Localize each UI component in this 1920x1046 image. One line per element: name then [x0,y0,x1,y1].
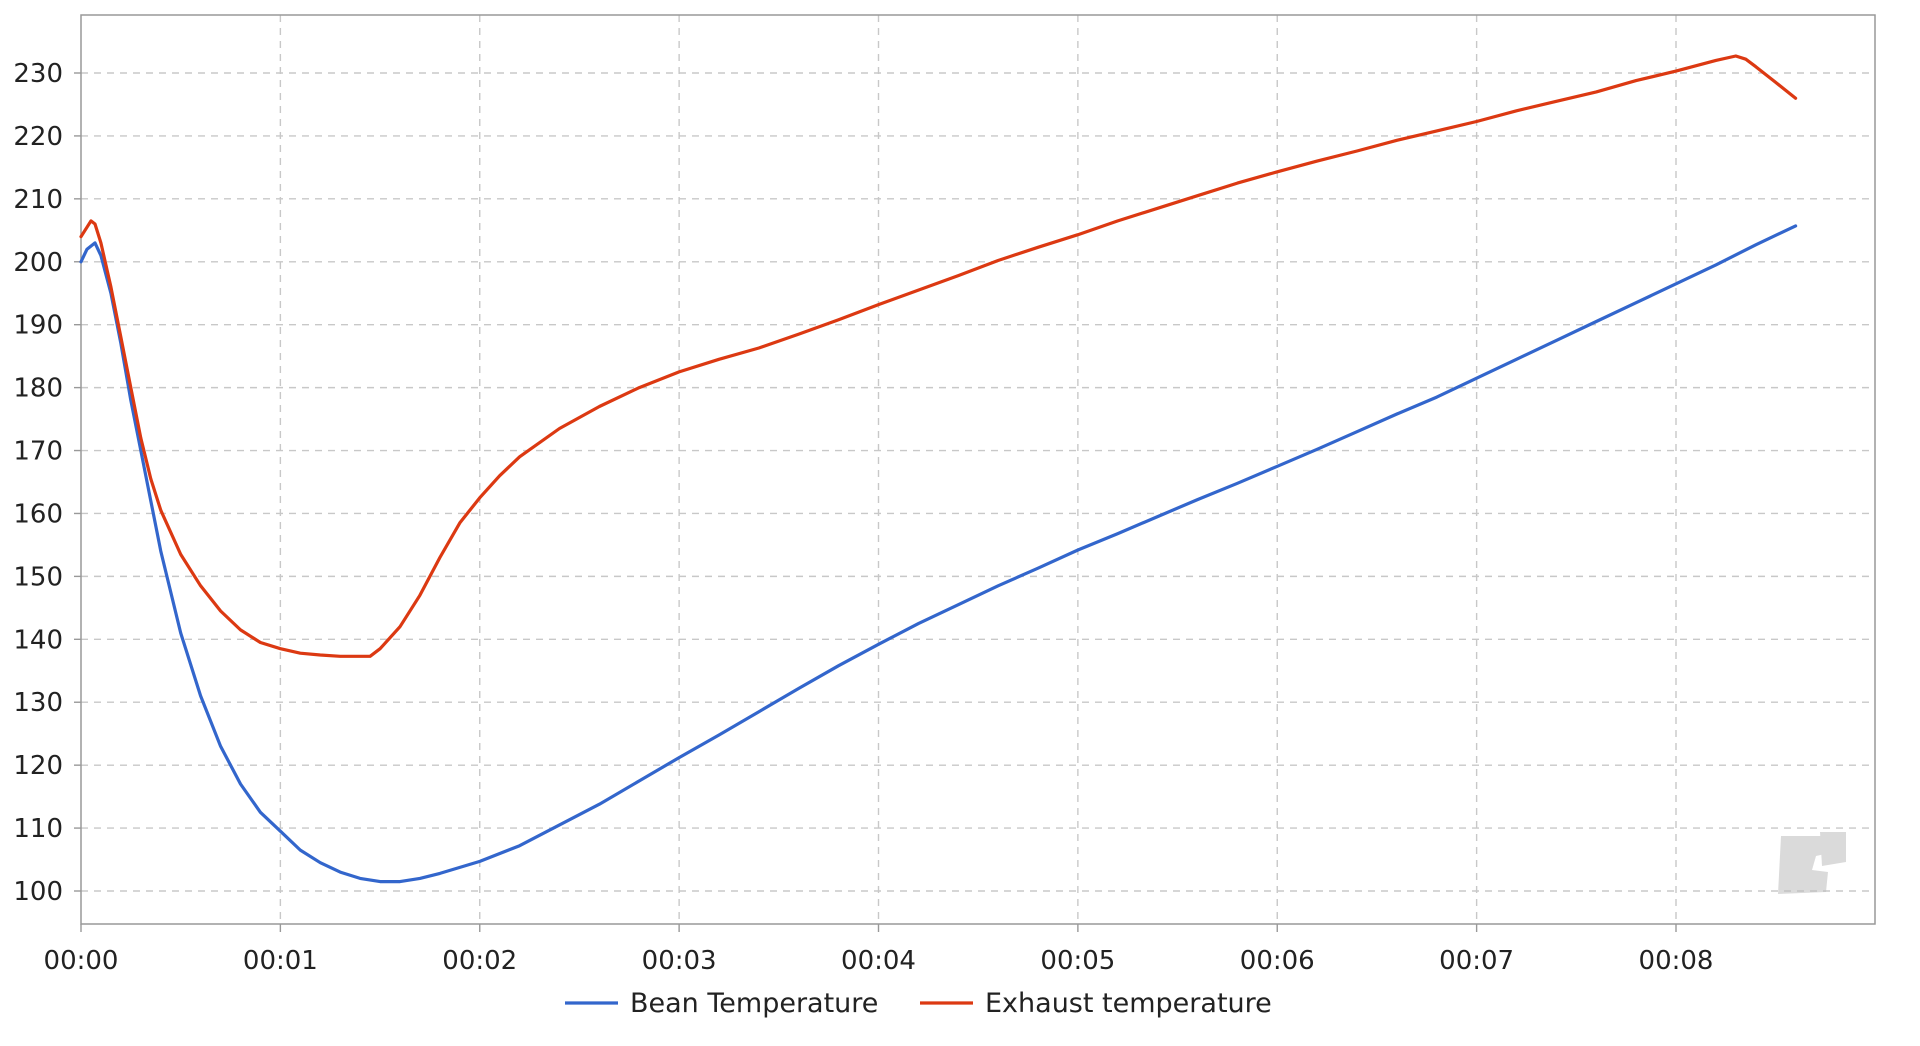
x-tick-label: 00:02 [442,946,517,976]
y-tick-label: 230 [13,59,63,89]
grid [81,15,1875,924]
series-line-bean-temperature [79,224,1798,884]
y-tick-label: 190 [13,311,63,341]
x-tick-label: 00:08 [1639,946,1714,976]
y-tick-label: 150 [13,562,63,592]
y-tick-label: 140 [13,625,63,655]
y-tick-label: 120 [13,751,63,781]
plot-area [80,14,1876,925]
x-tick-label: 00:03 [642,946,717,976]
x-axis: 00:00 00:01 00:02 00:03 00:04 00:05 00:06 00:07… [44,924,1714,976]
x-tick-label: 00:07 [1439,946,1514,976]
legend-label: Bean Temperature [630,988,878,1019]
legend-label: Exhaust temperature [985,988,1272,1019]
x-tick-label: 00:04 [841,946,916,976]
y-axis: 100 110 120 130 140 150 160 170 180 190 200 210 220 2… [13,59,81,907]
y-tick-label: 180 [13,374,63,404]
y-tick-label: 210 [13,185,63,215]
y-tick-label: 110 [13,814,63,844]
legend: Bean Temperature Exhaust temperature [565,988,1272,1019]
x-tick-label: 00:01 [243,946,318,976]
series-line-exhaust-temperature [79,54,1798,658]
series-group [79,54,1798,884]
x-tick-label: 00:06 [1240,946,1315,976]
y-tick-label: 160 [13,499,63,529]
watermark-logo [1778,832,1846,894]
x-tick-label: 00:00 [44,946,119,976]
x-tick-label: 00:05 [1040,946,1115,976]
y-tick-label: 130 [13,688,63,718]
y-tick-label: 170 [13,437,63,467]
y-tick-label: 220 [13,122,63,152]
y-tick-label: 100 [13,877,63,907]
y-tick-label: 200 [13,248,63,278]
